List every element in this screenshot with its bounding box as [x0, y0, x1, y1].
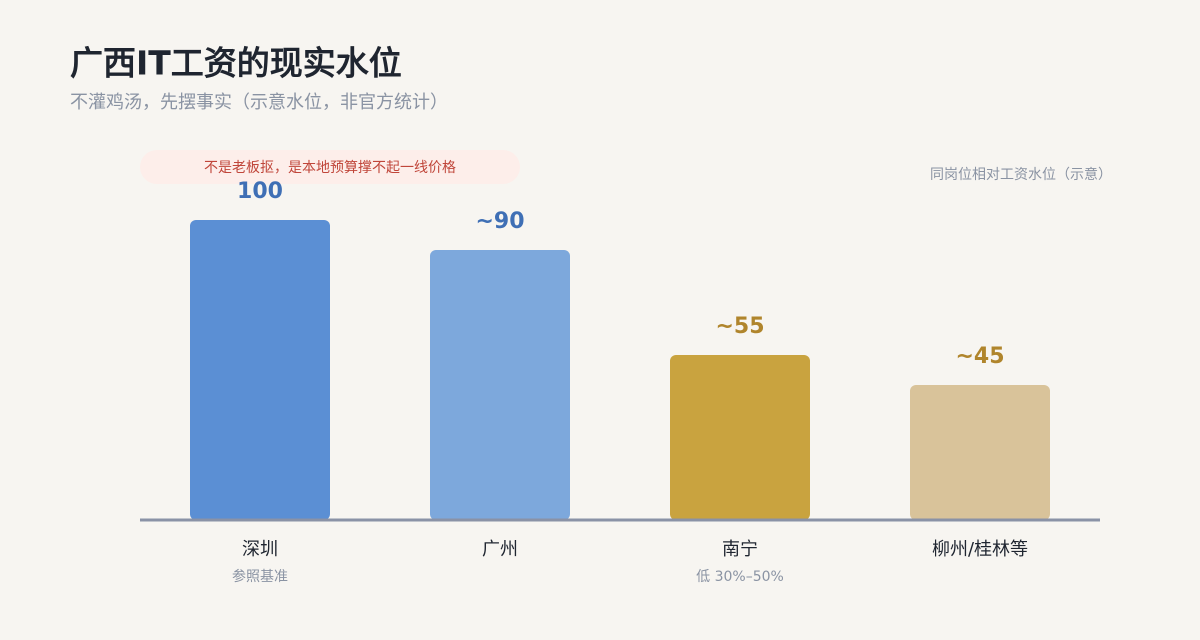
chart-subtitle: 不灌鸡汤，先摆事实（示意水位，非官方统计） — [70, 92, 448, 113]
value-label: ~55 — [715, 314, 764, 339]
x-tick-label: 深圳 — [242, 539, 278, 560]
value-label: 100 — [237, 179, 283, 204]
x-tick-label: 南宁 — [722, 539, 758, 560]
x-tick-label: 柳州/桂林等 — [932, 539, 1028, 560]
value-label: ~90 — [475, 209, 524, 234]
category-note: 参照基准 — [232, 568, 288, 585]
y-axis-label: 同岗位相对工资水位（示意） — [930, 166, 1112, 183]
annotation: 不是老板抠，是本地预算撑不起一线价格 — [204, 160, 456, 176]
chart-title: 广西IT工资的现实水位 — [70, 44, 402, 83]
plot — [190, 220, 1050, 520]
bar — [670, 355, 810, 520]
value-label: ~45 — [955, 344, 1004, 369]
bar — [910, 385, 1050, 520]
bar — [430, 250, 570, 520]
bar — [190, 220, 330, 520]
category-note: 低 30%–50% — [696, 569, 784, 585]
x-tick-label: 广州 — [482, 539, 518, 560]
annotation-pill — [140, 150, 520, 184]
